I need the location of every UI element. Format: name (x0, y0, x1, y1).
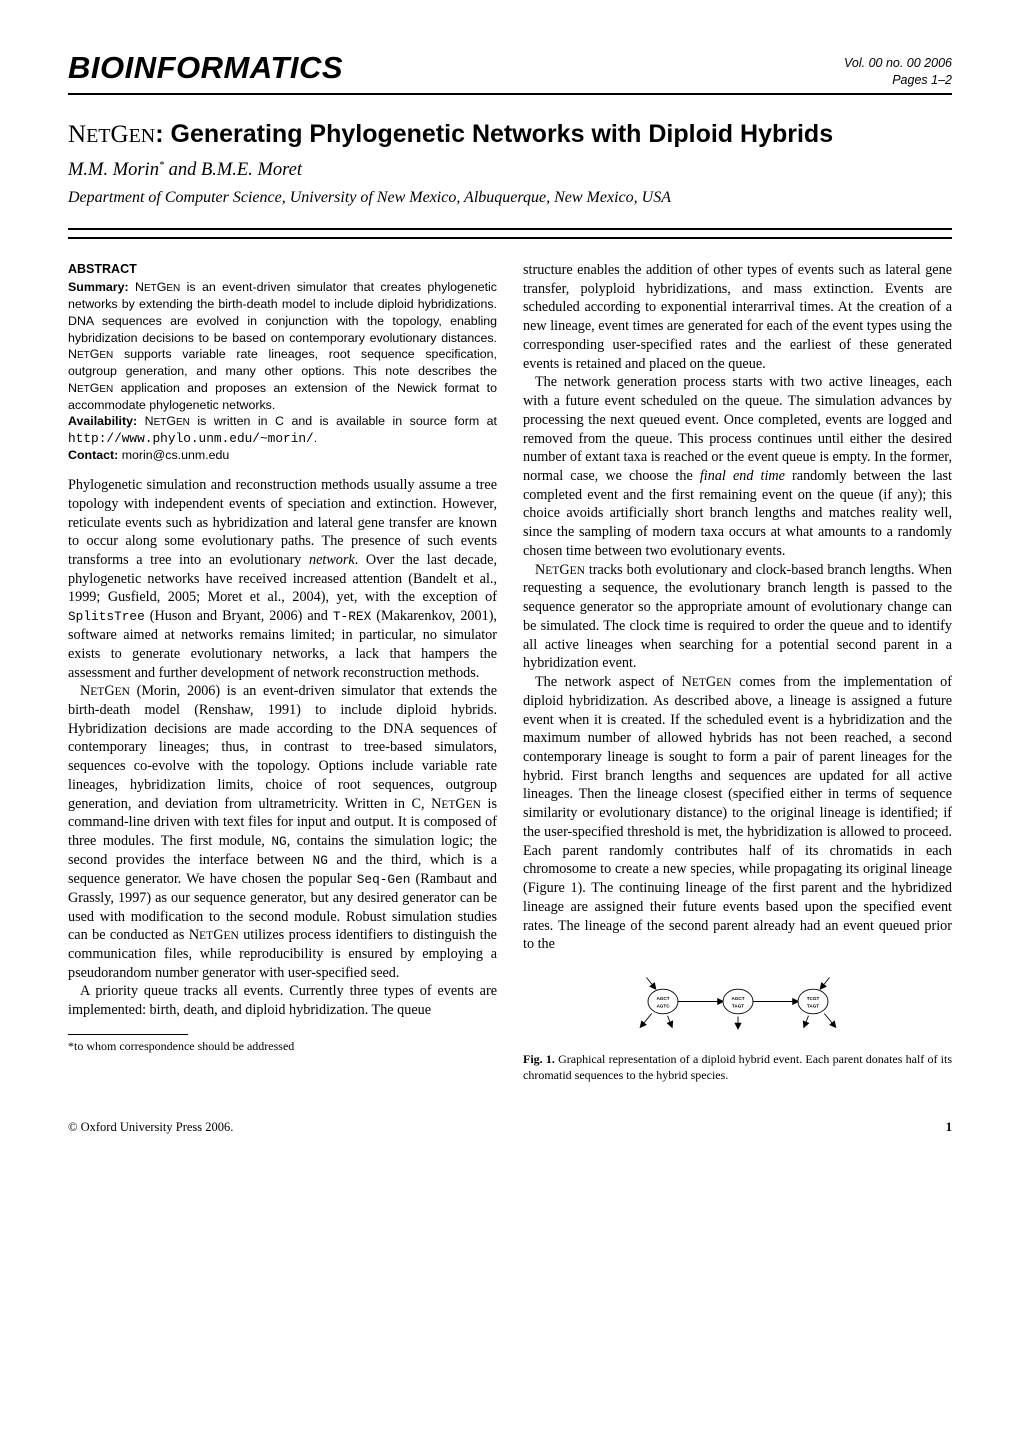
journal-name: BIOINFORMATICS (68, 48, 343, 89)
figure-1-svg: AGCT AGTC AGCT TAGT TCGT TAGT (618, 970, 858, 1036)
page-number: 1 (946, 1119, 952, 1136)
paragraph-1: Phylogenetic simulation and reconstructi… (68, 476, 497, 682)
article-title: NETGEN: Generating Phylogenetic Networks… (68, 119, 952, 151)
contact-label: Contact: (68, 448, 118, 462)
figure-1: AGCT AGTC AGCT TAGT TCGT TAGT Fig. 1. Graphic… (523, 970, 952, 1083)
summary-label: Summary: (68, 280, 129, 294)
footnote-rule (68, 1034, 188, 1035)
availability-text: NETGEN is written in C and is available … (137, 414, 497, 428)
title-rest: : Generating Phylogenetic Networks with … (155, 120, 833, 148)
volume-line-1: Vol. 00 no. 00 2006 (844, 55, 952, 72)
summary-text: NETGEN is an event-driven simulator that… (68, 280, 497, 411)
paragraph-5: NETGEN tracks both evolutionary and cloc… (523, 561, 952, 673)
availability-tail: . (314, 431, 317, 445)
affiliation: Department of Computer Science, Universi… (68, 187, 952, 208)
body-columns: ABSTRACT Summary: NETGEN is an event-dri… (68, 261, 952, 1084)
svg-text:TAGT: TAGT (731, 1004, 743, 1009)
figure-1-caption-text: Graphical representation of a diploid hy… (523, 1052, 952, 1082)
figure-1-caption: Fig. 1. Graphical representation of a di… (523, 1052, 952, 1084)
svg-text:AGCT: AGCT (656, 996, 669, 1001)
paragraph-2: NETGEN (Morin, 2006) is an event-driven … (68, 682, 497, 982)
copyright: © Oxford University Press 2006. (68, 1119, 233, 1136)
footnote: *to whom correspondence should be addres… (68, 1039, 497, 1055)
svg-text:TCGT: TCGT (806, 996, 819, 1001)
abstract-heading: ABSTRACT (68, 261, 497, 278)
header-bar: BIOINFORMATICS Vol. 00 no. 00 2006 Pages… (68, 48, 952, 95)
availability-label: Availability: (68, 414, 137, 428)
paragraph-4: The network generation process starts wi… (523, 373, 952, 560)
svg-text:AGTC: AGTC (656, 1004, 670, 1009)
authors: M.M. Morin* and B.M.E. Moret (68, 158, 952, 182)
abstract-block: Summary: NETGEN is an event-driven simul… (68, 279, 497, 464)
contact-text: morin@cs.unm.edu (118, 448, 229, 462)
footer: © Oxford University Press 2006. 1 (68, 1119, 952, 1136)
svg-text:AGCT: AGCT (731, 996, 744, 1001)
volume-info: Vol. 00 no. 00 2006 Pages 1–2 (844, 55, 952, 89)
volume-line-2: Pages 1–2 (844, 72, 952, 89)
figure-1-label: Fig. 1. (523, 1052, 555, 1066)
availability-url: http://www.phylo.unm.edu/~morin/ (68, 431, 314, 446)
paragraph-3a: A priority queue tracks all events. Curr… (68, 982, 497, 1019)
paragraph-6: The network aspect of NETGEN comes from … (523, 673, 952, 954)
paragraph-3b: structure enables the addition of other … (523, 261, 952, 373)
svg-text:TAGT: TAGT (806, 1004, 818, 1009)
